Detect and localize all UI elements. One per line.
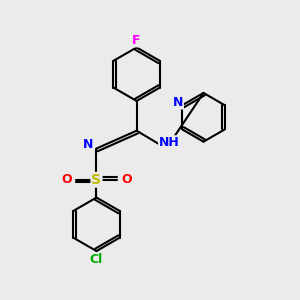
Text: S: S [92, 173, 101, 187]
Text: O: O [121, 173, 131, 186]
Text: O: O [61, 173, 72, 186]
Text: Cl: Cl [90, 253, 103, 266]
Text: NH: NH [159, 136, 180, 149]
Text: F: F [132, 34, 141, 46]
Text: N: N [173, 96, 183, 109]
Text: N: N [82, 138, 93, 151]
